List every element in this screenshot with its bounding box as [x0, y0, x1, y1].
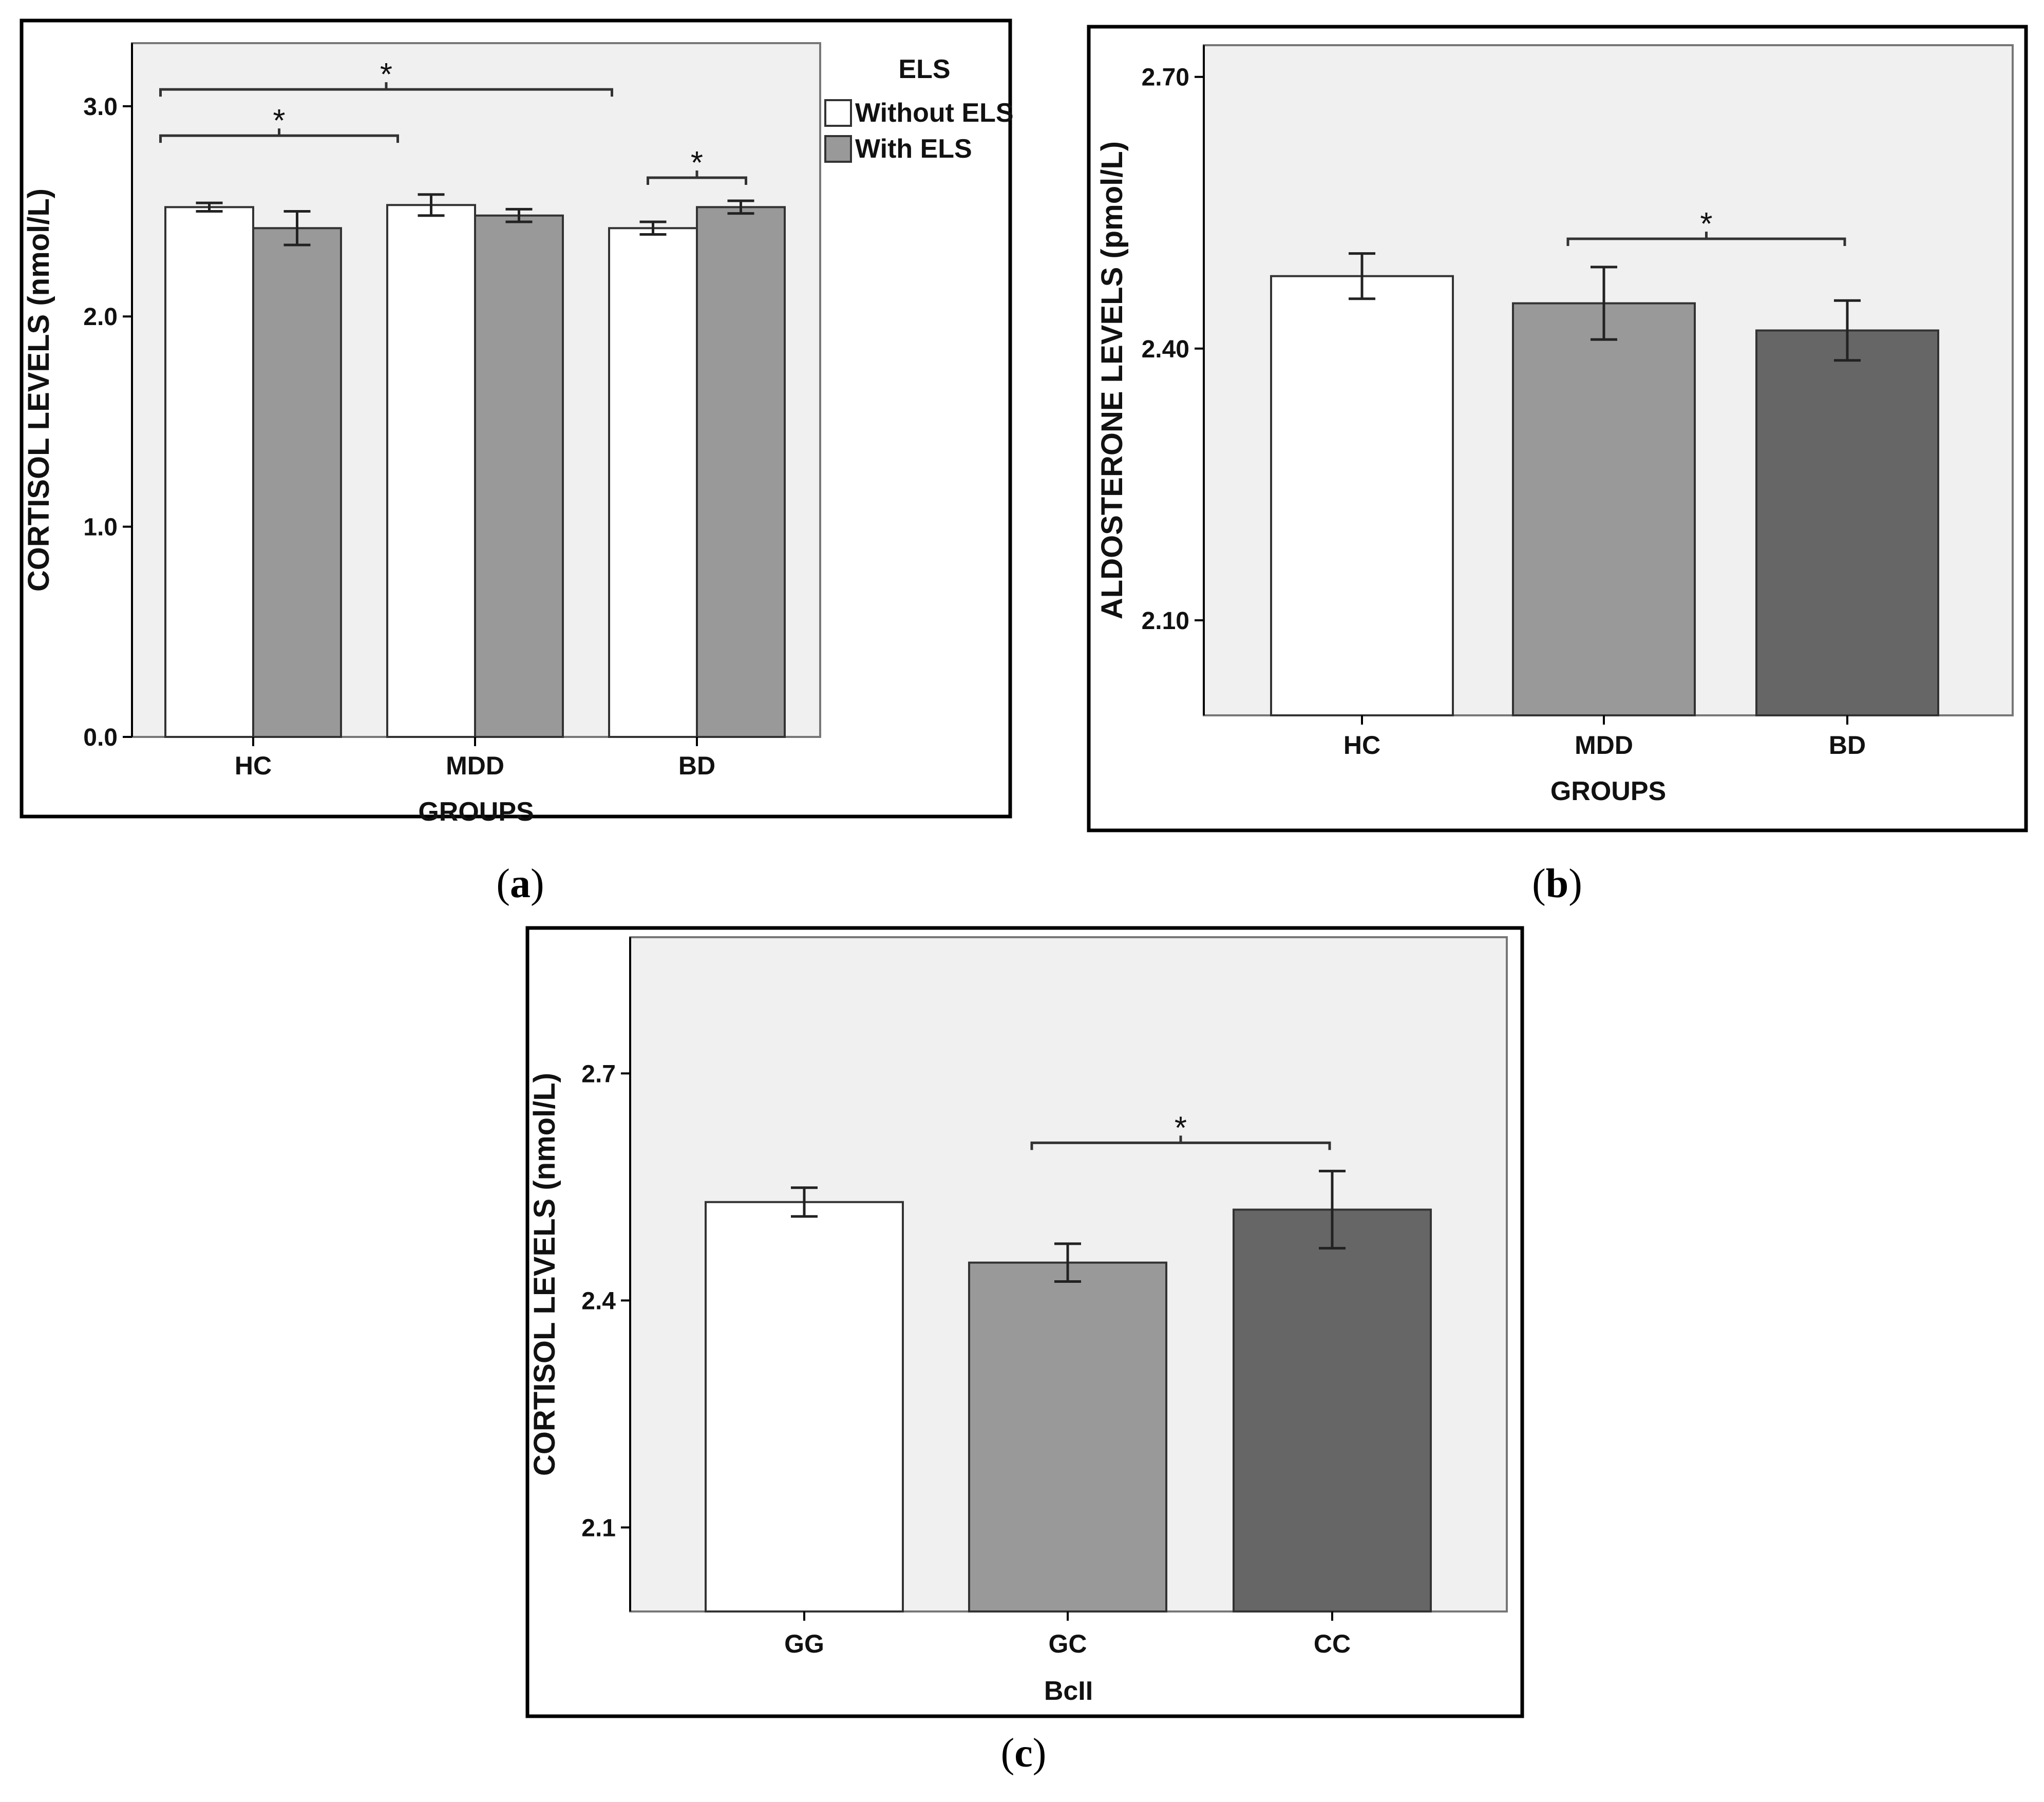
significance-star: *: [273, 103, 285, 139]
y-axis-title: CORTISOL LEVELS (nmol/L): [22, 188, 55, 592]
bar-gc: [968, 1261, 1167, 1613]
y-tick-label: 2.10: [1142, 608, 1189, 635]
bar-mdd: [1512, 302, 1696, 716]
bar-hc: [1270, 275, 1454, 716]
x-tick-label: CC: [1314, 1629, 1351, 1658]
legend-swatch: [824, 99, 852, 127]
bar-bd-with-els: [696, 206, 786, 738]
y-tick-label: 2.4: [581, 1287, 616, 1315]
x-tick-label: GG: [784, 1629, 824, 1658]
panel-c: 2.1 2.4 2.7 GG GC CC BcII CORTISOL LEVELS (nmol…: [525, 926, 1524, 1718]
legend-swatch: [824, 135, 852, 163]
y-axis-title: ALDOSTERONE LEVELS (pmol/L): [1095, 141, 1129, 619]
legend-label: With ELS: [855, 134, 972, 164]
x-axis-title: GROUPS: [418, 797, 534, 827]
significance-bracket: [1566, 237, 1846, 246]
legend-title: ELS: [898, 54, 950, 84]
bar-gg: [705, 1201, 904, 1613]
panel-caption-letter: c: [1014, 1731, 1033, 1776]
x-tick-label: BD: [678, 751, 715, 780]
x-tick-label: HC: [1343, 731, 1380, 760]
panel-caption: (a): [496, 861, 544, 906]
bar-mdd-with-els: [474, 214, 564, 738]
x-tick-label: GC: [1049, 1629, 1087, 1658]
significance-star: *: [691, 145, 703, 181]
y-tick-label: 2.1: [581, 1514, 616, 1542]
significance-bracket: [159, 88, 613, 97]
bar-hc-with-els: [252, 227, 342, 738]
x-axis-title: BcII: [1044, 1676, 1093, 1706]
y-tick-label: 3.0: [83, 93, 118, 121]
y-tick-label: 2.7: [581, 1060, 616, 1088]
bar-hc-without-els: [164, 206, 254, 738]
panel-a: 0.0 1.0 2.0 3.0 HC MDD BD GROUPS CORTISOL LEVELS…: [20, 18, 1014, 827]
significance-star: *: [1700, 206, 1712, 242]
y-tick-label: 1.0: [83, 514, 118, 541]
bar-mdd-without-els: [386, 204, 476, 738]
significance-star: *: [1175, 1110, 1187, 1146]
panel-b: 2.10 2.40 2.70 HC MDD BD GROUPS ALDOSTERONE LEV…: [1087, 25, 2028, 832]
bar-bd-without-els: [608, 227, 698, 738]
x-tick-label: HC: [235, 751, 272, 780]
y-tick-label: 2.40: [1142, 336, 1189, 363]
significance-star: *: [380, 57, 392, 92]
panel-caption-letter: b: [1546, 861, 1569, 906]
x-tick-label: MDD: [1575, 731, 1633, 760]
y-axis-title: CORTISOL LEVELS (nmol/L): [528, 1073, 561, 1476]
bar-cc: [1233, 1208, 1432, 1613]
bar-bd: [1755, 329, 1939, 716]
x-tick-label: MDD: [446, 751, 504, 780]
x-axis-title: GROUPS: [1550, 776, 1666, 806]
y-tick-label: 2.70: [1142, 64, 1189, 91]
panel-caption-letter: a: [510, 861, 531, 906]
legend-label: Without ELS: [855, 98, 1014, 128]
y-tick-label: 2.0: [83, 304, 118, 331]
y-tick-label: 0.0: [83, 724, 118, 751]
panel-caption: (c): [1001, 1731, 1047, 1776]
x-tick-label: BD: [1829, 731, 1866, 760]
panel-caption: (b): [1532, 861, 1582, 906]
